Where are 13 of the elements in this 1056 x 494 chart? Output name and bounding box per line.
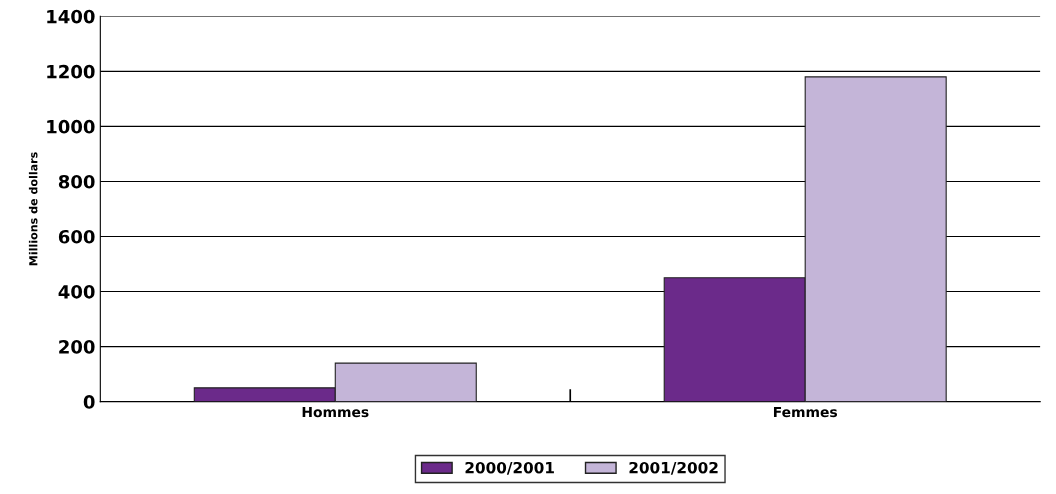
y-tick-label: 1200: [47, 64, 95, 79]
x-tick-label: Hommes: [302, 406, 369, 418]
y-axis-title: Millions de dollars: [28, 152, 38, 266]
y-tick-label: 600: [58, 229, 95, 244]
y-tick-label: 1400: [47, 9, 95, 24]
x-tick-label: Femmes: [773, 406, 838, 418]
y-tick-label: 400: [58, 284, 95, 299]
y-tick-label: 200: [59, 340, 95, 354]
y-tick-label: 0: [83, 395, 95, 409]
y-tick-label: 1000: [47, 119, 95, 134]
y-tick-label: 800: [58, 174, 95, 189]
legend-label: 2000/2001: [465, 461, 554, 475]
legend-label: 2001/2002: [629, 461, 718, 475]
